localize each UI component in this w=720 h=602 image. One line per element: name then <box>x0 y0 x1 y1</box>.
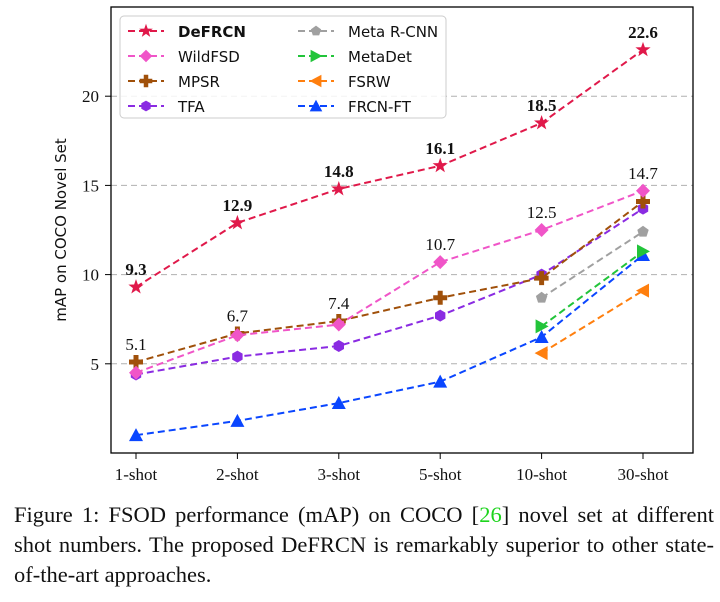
data-label-wildfsd: 14.7 <box>628 164 658 183</box>
legend-marker-fsrw <box>309 74 322 88</box>
series-line-defrcn <box>135 49 644 288</box>
legend-label-mpsr: MPSR <box>178 73 220 91</box>
legend-marker-frcn-ft <box>309 99 323 112</box>
y-tick-label: 5 <box>91 355 100 374</box>
legend-box <box>119 15 447 119</box>
data-point-tfa <box>637 202 649 215</box>
series-line-wildfsd <box>135 189 644 374</box>
legend-label-defrcn: DeFRCN <box>178 23 246 41</box>
legend-label-meta-r-cnn: Meta R-CNN <box>348 23 438 41</box>
legend-label-tfa: TFA <box>177 98 205 116</box>
data-label-mpsr: 7.4 <box>328 294 350 313</box>
data-point-fsrw <box>636 283 649 298</box>
legend-marker-metadet <box>310 49 323 63</box>
legend-label-frcn-ft: FRCN-FT <box>348 98 412 116</box>
y-axis-label: mAP on COCO Novel Set <box>52 138 70 322</box>
data-point-wildfsd <box>331 317 346 332</box>
citation-link[interactable]: 26 <box>479 502 502 527</box>
x-tick-label: 5-shot <box>419 465 462 484</box>
series-line-frcn-ft <box>135 254 644 437</box>
data-point-wildfsd <box>129 365 143 380</box>
data-point-defrcn <box>635 41 651 57</box>
data-label-mpsr: 5.1 <box>125 335 146 354</box>
data-label-defrcn: 9.3 <box>125 260 146 279</box>
data-point-fsrw <box>534 346 548 361</box>
data-point-defrcn <box>229 214 246 230</box>
data-point-mpsr <box>129 355 143 370</box>
series-line-mpsr <box>135 200 644 363</box>
data-point-wildfsd <box>534 223 549 237</box>
data-point-metadet <box>535 319 549 334</box>
series-line-metadet <box>541 250 644 328</box>
x-tick-label: 10-shot <box>516 465 567 484</box>
series-wildfsd <box>129 183 650 380</box>
data-point-metadet <box>637 244 650 259</box>
legend-label-wildfsd: WildFSD <box>178 48 240 66</box>
data-label-wildfsd: 10.7 <box>425 235 455 254</box>
data-label-defrcn: 22.6 <box>628 23 658 42</box>
legend-marker-wildfsd <box>139 49 153 63</box>
data-point-defrcn <box>533 114 550 130</box>
data-label-defrcn: 12.9 <box>223 196 253 215</box>
y-tick-label: 20 <box>82 87 99 106</box>
data-label-mpsr: 6.7 <box>227 306 249 325</box>
data-point-frcn-ft <box>331 396 346 410</box>
data-label-defrcn: 14.8 <box>324 162 354 181</box>
data-point-wildfsd <box>636 183 650 198</box>
data-point-tfa <box>435 309 446 322</box>
x-tick-label: 3-shot <box>318 465 361 484</box>
data-point-wildfsd <box>230 328 245 343</box>
x-tick-label: 1-shot <box>115 465 158 484</box>
y-tick-label: 15 <box>82 176 99 195</box>
data-point-mpsr <box>636 194 650 209</box>
series-fsrw <box>534 283 649 361</box>
line-chart: 5 10 15 20 1-shot 2-shot 3-shot 5-shot 10-shot 30… <box>52 6 694 484</box>
data-point-wildfsd <box>433 255 448 270</box>
series-line-tfa <box>135 207 644 376</box>
series-defrcn <box>128 41 651 294</box>
legend-marker-defrcn <box>139 23 153 37</box>
data-point-mpsr <box>534 271 549 286</box>
data-point-frcn-ft <box>433 374 448 388</box>
x-tick-label: 30-shot <box>618 465 669 484</box>
legend-marker-mpsr <box>139 74 153 88</box>
data-point-frcn-ft <box>534 330 549 344</box>
data-point-defrcn <box>331 180 347 196</box>
legend-marker-meta-r-cnn <box>310 25 322 36</box>
y-tick-label: 10 <box>82 266 99 285</box>
caption-prefix: Figure 1: FSOD performance (mAP) on COCO… <box>14 502 480 527</box>
series-metadet <box>535 244 650 334</box>
data-point-frcn-ft <box>129 428 143 442</box>
data-point-tfa <box>333 339 344 352</box>
legend-marker-tfa <box>141 100 151 112</box>
data-point-meta-r-cnn <box>637 225 649 237</box>
x-tick-label: 2-shot <box>216 465 259 484</box>
series-frcn-ft <box>129 247 650 442</box>
data-label-defrcn: 16.1 <box>425 139 455 158</box>
data-point-defrcn <box>128 279 144 294</box>
figure-caption: Figure 1: FSOD performance (mAP) on COCO… <box>14 500 714 590</box>
data-point-meta-r-cnn <box>535 291 548 303</box>
data-label-defrcn: 18.5 <box>527 96 557 115</box>
legend-label-fsrw: FSRW <box>348 73 391 91</box>
series-line-fsrw <box>541 289 644 354</box>
plot-frame <box>110 6 694 454</box>
data-point-tfa <box>232 350 243 363</box>
series-meta-r-cnn <box>535 225 649 303</box>
legend: DeFRCN WildFSD MPSR TFA Meta R-CNN MetaDet FSR… <box>119 15 447 119</box>
legend-label-metadet: MetaDet <box>348 48 412 66</box>
series-line-meta-r-cnn <box>541 230 644 299</box>
data-point-defrcn <box>432 157 448 173</box>
series-tfa <box>130 202 649 381</box>
data-point-frcn-ft <box>230 413 245 427</box>
series-mpsr <box>129 194 650 370</box>
data-point-mpsr <box>433 290 448 305</box>
data-label-wildfsd: 12.5 <box>527 203 557 222</box>
caption-suffix: ] novel set at different shot numbers. T… <box>14 502 715 587</box>
